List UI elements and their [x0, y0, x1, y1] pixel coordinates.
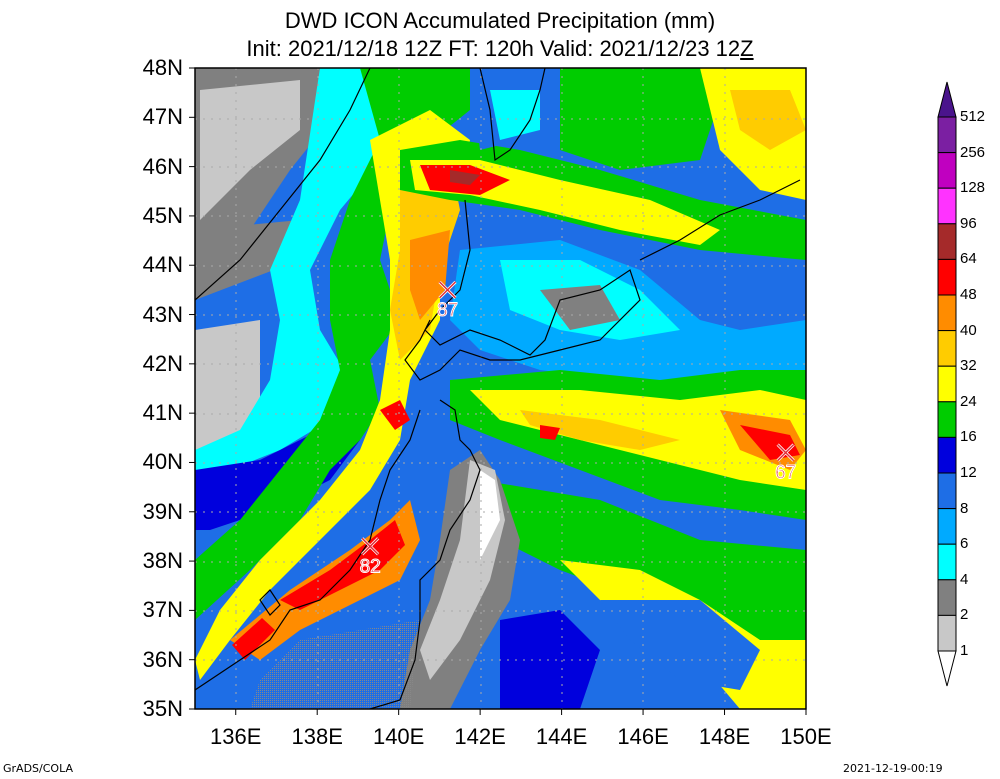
colorbar-label: 512 — [960, 108, 986, 125]
colorbar-swatch — [937, 614, 957, 652]
colorbar-swatch — [937, 223, 957, 260]
max-marker: 87 — [436, 280, 459, 321]
map-frame — [194, 67, 807, 710]
lon-label: 146E — [617, 724, 669, 749]
colorbar-swatch — [937, 436, 957, 474]
max-value-label: 87 — [437, 300, 458, 321]
lon-label: 142E — [454, 724, 506, 749]
lat-label: 42N — [142, 350, 183, 376]
lat-label: 38N — [142, 548, 183, 574]
footer-credit: GrADS/COLA — [3, 762, 73, 775]
lon-label: 140E — [372, 724, 425, 749]
subtitle-text: Init: 2021/12/18 12Z FT: 120h Valid: 202… — [246, 36, 741, 61]
lat-label: 48N — [142, 55, 183, 80]
colorbar-top-arrow — [937, 81, 957, 118]
map-title: DWD ICON Accumulated Precipitation (mm) — [284, 8, 716, 33]
colorbar-label: 96 — [960, 214, 977, 232]
colorbar-swatch — [937, 401, 957, 438]
lat-label: 40N — [142, 449, 183, 475]
lat-label: 39N — [142, 498, 183, 524]
map-subtitle: Init: 2021/12/18 12Z FT: 120h Valid: 202… — [0, 37, 1000, 61]
colorbar-label: 4 — [960, 570, 969, 588]
colorbar-label: 32 — [960, 357, 977, 375]
colorbar-label: 2 — [960, 606, 969, 624]
max-marker: 67 — [775, 443, 797, 484]
coastlines — [195, 68, 801, 709]
colorbar-label: 24 — [960, 392, 977, 410]
colorbar-label: 48 — [960, 286, 977, 303]
colorbar-bottom-arrow — [937, 650, 957, 687]
colorbar-swatch — [937, 294, 957, 332]
lat-label: 45N — [142, 202, 183, 228]
lon-label: 138E — [291, 724, 343, 749]
lon-label: 136E — [210, 724, 262, 749]
footer-timestamp: 2021-12-19-00:19 — [843, 762, 943, 775]
colorbar-swatch — [937, 365, 957, 403]
max-markers: 87 82 67 — [359, 280, 797, 578]
lat-label: 37N — [142, 597, 183, 623]
colorbar-label: 12 — [960, 464, 977, 481]
lon-label: 144E — [535, 724, 588, 749]
colorbar-swatch — [937, 116, 957, 154]
subtitle-text-end: Z — [740, 36, 754, 61]
colorbar-swatch — [937, 472, 957, 510]
colorbar-swatch — [937, 152, 957, 189]
lat-label: 41N — [142, 400, 183, 426]
lon-label: 150E — [780, 724, 832, 749]
colorbar-swatch — [937, 187, 957, 225]
lat-label: 44N — [142, 252, 183, 278]
colorbar-label: 256 — [960, 143, 986, 161]
colorbar-label: 128 — [960, 179, 986, 197]
colorbar-swatch — [937, 579, 957, 616]
colorbar-label: 64 — [960, 250, 977, 268]
colorbar-label: 6 — [960, 535, 969, 553]
colorbar-swatch — [937, 330, 957, 367]
lat-label: 35N — [142, 696, 183, 721]
lat-label: 36N — [142, 646, 183, 672]
max-value-label: 82 — [360, 556, 381, 577]
lon-label: 148E — [698, 724, 751, 749]
lat-label: 43N — [142, 301, 183, 327]
colorbar-swatch — [937, 508, 957, 545]
lat-label: 46N — [142, 153, 183, 179]
lat-label: 47N — [142, 104, 183, 130]
colorbar-label: 16 — [960, 428, 977, 446]
colorbar-swatch — [937, 258, 957, 296]
colorbar-label: 40 — [960, 321, 977, 339]
colorbar-label: 1 — [960, 642, 969, 659]
max-value-label: 67 — [775, 463, 796, 484]
precipitation-field — [195, 68, 806, 709]
colorbar-swatch — [937, 543, 957, 581]
colorbar — [937, 81, 957, 687]
colorbar-label: 8 — [960, 499, 969, 517]
max-marker: 82 — [359, 537, 381, 578]
